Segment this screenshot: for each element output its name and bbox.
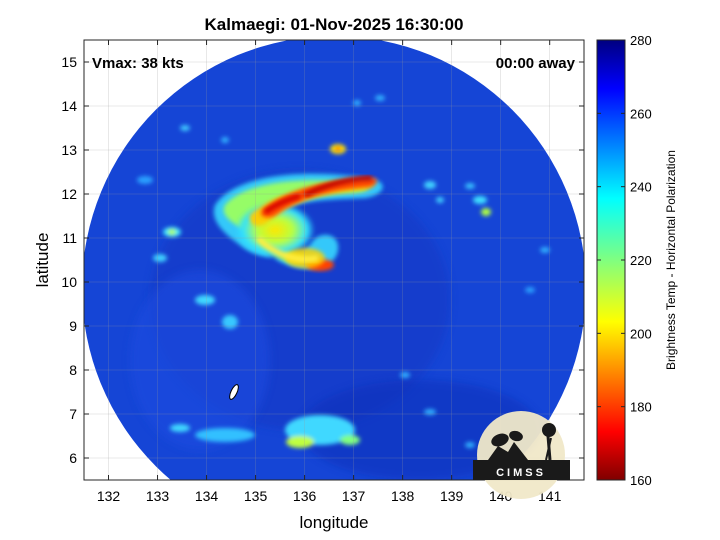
y-tick-label: 7 xyxy=(69,406,77,422)
y-tick-label: 9 xyxy=(69,318,77,334)
x-tick-label: 139 xyxy=(440,488,464,504)
colorbar-ticks: 160 180 200 220 240 260 280 xyxy=(597,33,652,488)
colorbar-tick-label: 280 xyxy=(630,33,652,48)
gridlines xyxy=(84,40,584,480)
colorbar-tick-label: 180 xyxy=(630,400,652,415)
colorbar-tick-label: 160 xyxy=(630,473,652,488)
y-tick-label: 10 xyxy=(61,274,77,290)
y-tick-label: 6 xyxy=(69,450,77,466)
y-tick-label: 13 xyxy=(61,142,77,158)
x-tick-label: 133 xyxy=(146,488,170,504)
x-tick-label: 134 xyxy=(195,488,219,504)
colorbar: 160 180 200 220 240 260 280 Brightness Temp - … xyxy=(596,33,678,488)
microwave-swath xyxy=(84,40,584,480)
y-tick-label: 15 xyxy=(61,54,77,70)
colorbar-tick-label: 200 xyxy=(630,326,652,341)
x-tick-label: 138 xyxy=(391,488,415,504)
x-tick-label: 132 xyxy=(97,488,121,504)
y-tick-label: 11 xyxy=(62,230,77,246)
time-away-label: 00:00 away xyxy=(496,55,576,72)
y-tick-label: 12 xyxy=(61,186,77,202)
x-tick-label: 135 xyxy=(244,488,268,504)
latitude-ticks: 6 7 8 9 10 11 12 13 14 15 xyxy=(61,54,584,466)
x-axis-label: longitude xyxy=(299,513,368,532)
colorbar-gradient xyxy=(596,39,626,481)
y-tick-label: 14 xyxy=(61,98,77,114)
vmax-label: Vmax: 38 kts xyxy=(92,55,184,72)
cimss-logo: CIMSS xyxy=(473,411,570,499)
colorbar-tick-label: 260 xyxy=(630,106,652,121)
plot-title: Kalmaegi: 01-Nov-2025 16:30:00 xyxy=(205,15,464,34)
longitude-ticks: 132 133 134 135 136 137 138 139 140 141 xyxy=(97,40,562,504)
axes-frame xyxy=(83,39,585,481)
colorbar-tick-label: 220 xyxy=(630,253,652,268)
y-axis-label: latitude xyxy=(33,233,52,288)
spiral-rainband xyxy=(213,173,383,271)
logo-text: CIMSS xyxy=(496,467,546,479)
convective-cells xyxy=(137,95,550,448)
colorbar-label: Brightness Temp - Horizontal Polarizatio… xyxy=(664,150,678,370)
land-outline-marker xyxy=(229,384,239,400)
y-tick-label: 8 xyxy=(69,362,77,378)
map-axes: 132 133 134 135 136 137 138 139 140 141 678910111… xyxy=(33,39,585,532)
x-tick-label: 136 xyxy=(293,488,317,504)
colorbar-tick-label: 240 xyxy=(630,180,652,195)
x-tick-label: 137 xyxy=(342,488,366,504)
